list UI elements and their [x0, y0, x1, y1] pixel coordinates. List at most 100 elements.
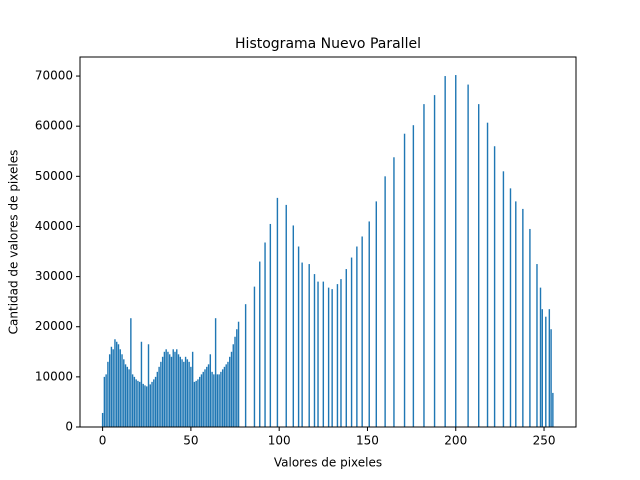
bar [149, 384, 151, 427]
bar [545, 316, 547, 427]
bar [117, 344, 120, 427]
bar [131, 374, 134, 427]
bar [216, 374, 219, 427]
bar [130, 318, 132, 427]
bar [154, 376, 157, 427]
bar [509, 188, 512, 427]
bar [183, 361, 185, 427]
bar [184, 356, 187, 427]
bar [423, 104, 425, 427]
y-tick-label: 10000 [35, 369, 73, 383]
bar [218, 374, 220, 427]
bar [375, 201, 377, 427]
axes-frame [79, 56, 577, 428]
bar [137, 380, 139, 427]
bar [340, 279, 342, 427]
x-tick-label: 100 [268, 434, 291, 448]
bar [536, 264, 538, 427]
bar [502, 171, 505, 427]
bar [541, 309, 543, 427]
bar [317, 281, 319, 427]
bar [119, 349, 121, 427]
bar [209, 354, 212, 427]
bar [232, 344, 234, 427]
bar [368, 221, 370, 427]
bar [116, 341, 118, 427]
plot-area [101, 75, 554, 428]
bar [227, 361, 229, 427]
bar [539, 287, 542, 427]
bar [225, 364, 227, 427]
bar [301, 262, 303, 427]
bar [193, 381, 196, 427]
bar [177, 354, 180, 427]
bar [204, 369, 206, 427]
bar [158, 366, 160, 427]
bar [223, 366, 226, 427]
bar [548, 309, 551, 427]
bar [403, 133, 406, 427]
x-tick-label: 250 [533, 434, 556, 448]
bar [103, 376, 106, 427]
bar [234, 336, 236, 427]
bar [213, 374, 215, 427]
bar [199, 376, 201, 427]
x-tick-label: 0 [99, 434, 107, 448]
bar [197, 379, 199, 427]
bar [191, 351, 194, 427]
bar [455, 75, 457, 428]
bar [264, 242, 266, 427]
bar [144, 385, 146, 427]
bar [190, 366, 192, 427]
bar [202, 371, 204, 427]
bar [253, 286, 256, 427]
y-tick-label: 50000 [35, 169, 73, 183]
y-tick-label: 0 [65, 420, 73, 434]
bar [151, 381, 153, 427]
bar [179, 356, 182, 427]
bar [433, 95, 436, 428]
bar [322, 281, 325, 427]
bar [112, 349, 114, 427]
bar [167, 351, 169, 427]
bar [327, 287, 330, 427]
bar [126, 366, 129, 427]
bar [211, 371, 213, 427]
bar [188, 361, 190, 427]
bar [285, 204, 287, 427]
bar [105, 374, 107, 427]
bar [361, 236, 363, 427]
bar [161, 356, 164, 427]
bar [133, 376, 136, 427]
bar [292, 225, 295, 427]
bar [444, 76, 446, 428]
bar [550, 329, 552, 427]
bar [478, 104, 480, 427]
bar [101, 412, 104, 427]
bar [200, 374, 203, 427]
bar [186, 359, 189, 427]
bar [165, 349, 167, 427]
y-tick-label: 70000 [35, 69, 73, 83]
bar [529, 228, 531, 427]
bar [195, 380, 197, 427]
bar [345, 269, 347, 427]
bar [170, 356, 173, 427]
y-tick-label: 20000 [35, 319, 73, 333]
bar [230, 351, 233, 427]
bar [220, 371, 222, 427]
bar [163, 351, 166, 427]
bar [384, 176, 386, 427]
bar [552, 392, 554, 427]
chart-title: Histograma Nuevo Parallel [235, 36, 421, 52]
y-tick-label: 60000 [35, 119, 73, 133]
bar [160, 361, 162, 427]
bar [259, 261, 261, 427]
bar [244, 304, 247, 427]
bar [156, 371, 159, 427]
bar [308, 264, 310, 427]
bar [128, 369, 130, 427]
y-axis-label: Cantidad de valores de pixeles [7, 150, 21, 335]
